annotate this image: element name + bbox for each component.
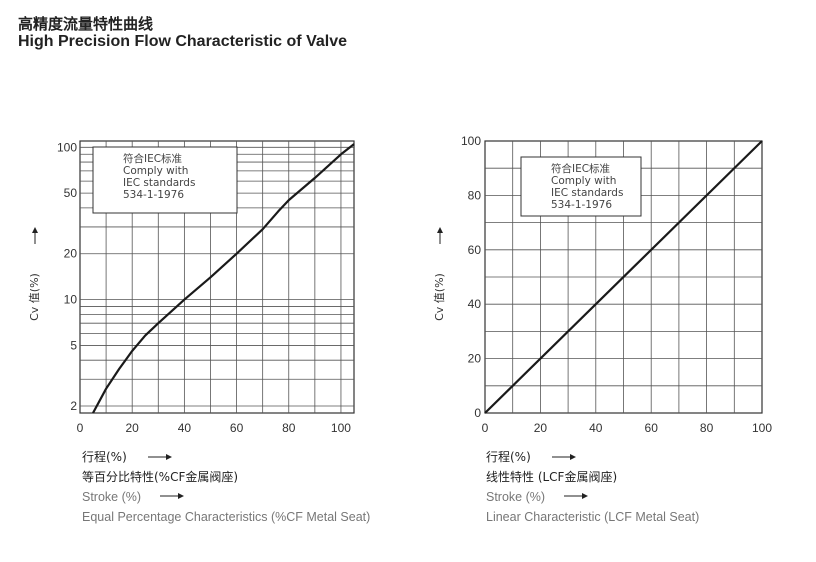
x-label-en: Stroke (%) [486, 490, 545, 504]
y-tick-label: 20 [468, 352, 482, 366]
chart-1: 2 5 10 20 50 100 0 20 40 60 80 100 Cv 值(%) 符合IEC标准Com… [28, 140, 370, 524]
y-tick-label: 5 [70, 338, 77, 352]
x-tick-label: 80 [700, 421, 714, 435]
note-line: Comply with [551, 175, 616, 187]
y-tick-label: 10 [64, 293, 78, 307]
chart-2: 0 20 40 60 80 100 0 20 40 60 80 100 Cv 值(%) 符合IEC标准Co… [433, 134, 772, 524]
note-line: IEC standards [123, 177, 195, 189]
x-label-cn: 行程(%) [82, 449, 127, 464]
x-tick-label: 20 [126, 421, 140, 435]
y-axis-arrowhead-icon [32, 227, 38, 233]
note-line: Comply with [123, 165, 188, 177]
plot-frame [79, 140, 355, 414]
x-title-en: Linear Characteristic (LCF Metal Seat) [486, 510, 699, 524]
x-arrowhead-en-icon [178, 493, 184, 499]
x-tick-label: 20 [534, 421, 548, 435]
x-tick-label: 100 [331, 421, 351, 435]
y-tick-label: 60 [468, 243, 482, 257]
note-line: 534-1-1976 [551, 199, 612, 211]
y-tick-label: 40 [468, 297, 482, 311]
y-tick-label: 2 [70, 399, 77, 413]
x-arrowhead-icon [166, 454, 172, 460]
note-line: 符合IEC标准 [551, 162, 610, 175]
y-axis-label: Cv 值(%) [28, 273, 41, 321]
x-title-cn: 等百分比特性(%CF金属阀座) [82, 469, 238, 484]
x-tick-label: 0 [77, 421, 84, 435]
y-tick-label: 100 [461, 134, 481, 148]
y-tick-label: 50 [64, 186, 78, 200]
x-arrowhead-icon [570, 454, 576, 460]
page-title-en: High Precision Flow Characteristic of Va… [18, 33, 347, 50]
note-box [92, 146, 238, 214]
x-tick-label: 40 [589, 421, 603, 435]
y-axis-arrowhead-icon [437, 227, 443, 233]
x-tick-label: 0 [482, 421, 489, 435]
x-label-en: Stroke (%) [82, 490, 141, 504]
x-arrowhead-en-icon [582, 493, 588, 499]
note-line: IEC standards [551, 187, 623, 199]
series-line-linear [484, 140, 763, 414]
x-label-cn: 行程(%) [486, 449, 531, 464]
x-tick-label: 60 [230, 421, 244, 435]
y-tick-label: 0 [474, 406, 481, 420]
y-tick-label: 80 [468, 188, 482, 202]
page-title-cn: 高精度流量特性曲线 [18, 15, 154, 33]
x-tick-label: 100 [752, 421, 772, 435]
note-box [520, 156, 642, 217]
y-axis-label: Cv 值(%) [433, 273, 446, 321]
x-title-cn: 线性特性 (LCF金属阀座) [486, 469, 617, 484]
note-line: 534-1-1976 [123, 189, 184, 201]
x-tick-label: 80 [282, 421, 296, 435]
note-line: 符合IEC标准 [123, 152, 182, 165]
x-title-en: Equal Percentage Characteristics (%CF Me… [82, 510, 370, 524]
x-tick-label: 60 [645, 421, 659, 435]
y-tick-label: 20 [64, 247, 78, 261]
series-line-equal-percentage [92, 143, 355, 414]
x-tick-label: 40 [178, 421, 192, 435]
y-tick-label: 100 [57, 140, 77, 154]
